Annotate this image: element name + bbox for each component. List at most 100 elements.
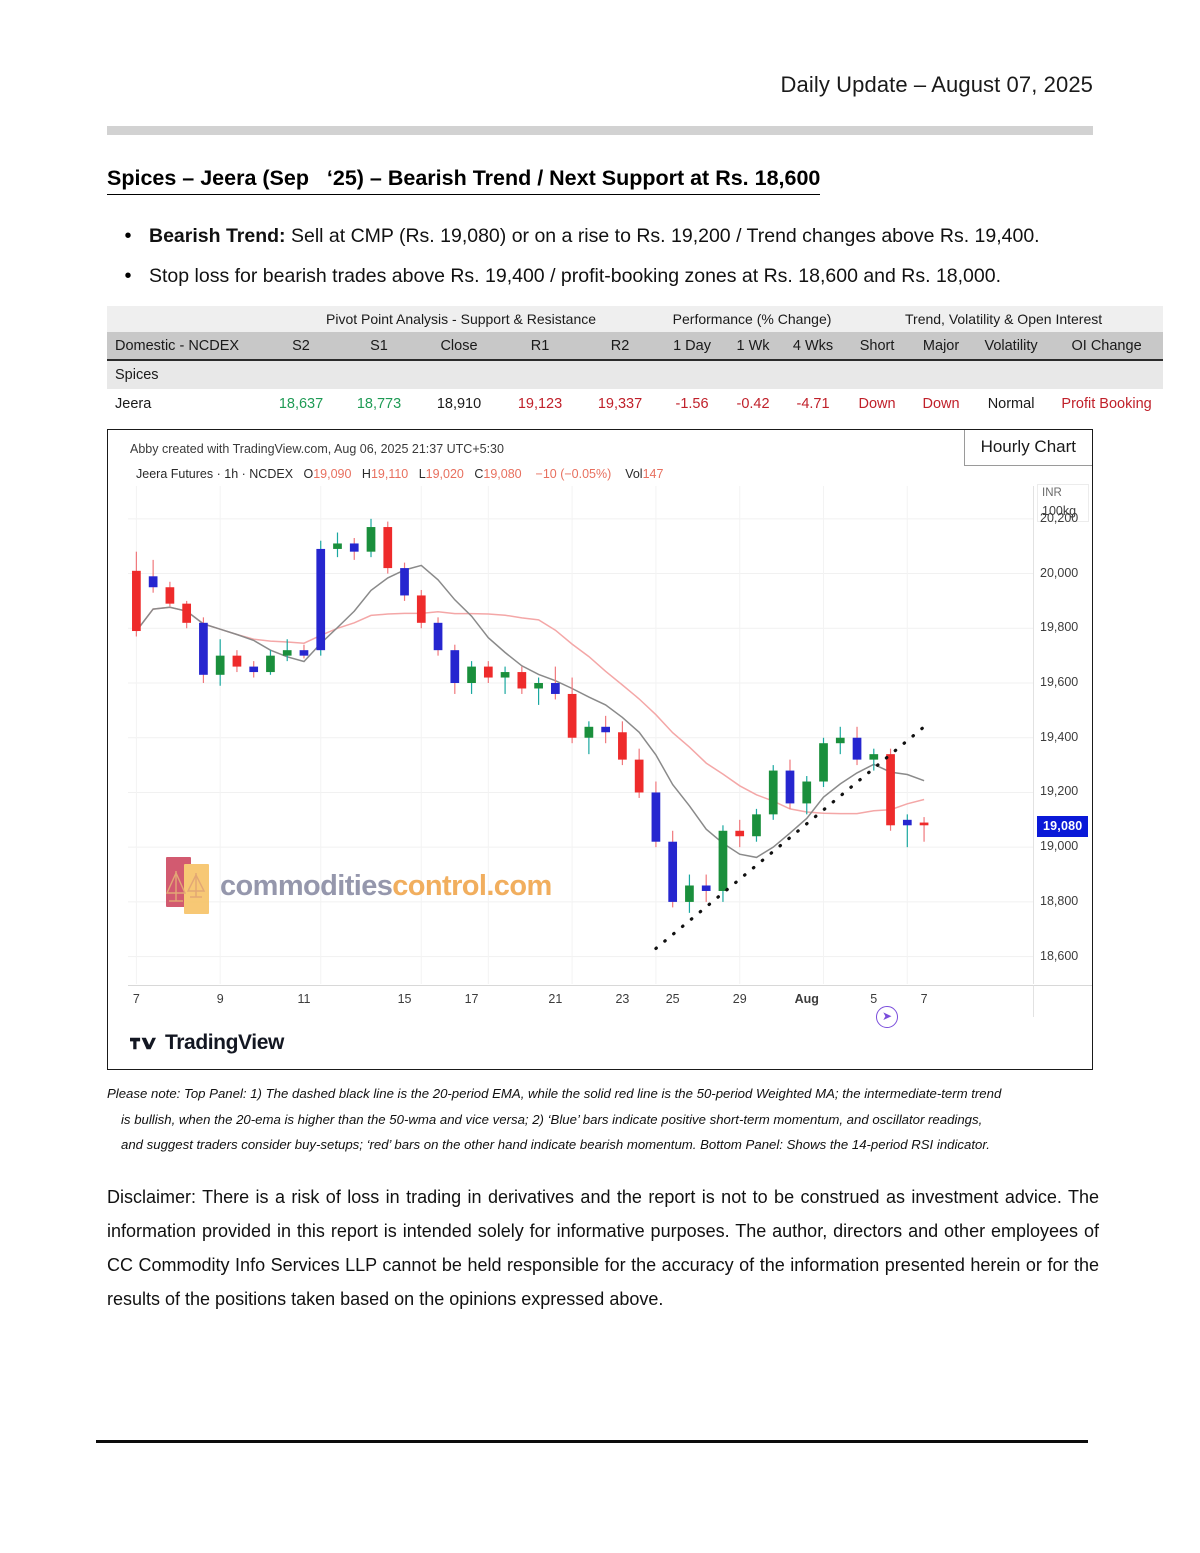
cell-change-4wks: -4.71 [782,389,845,419]
table-group-header-row: Pivot Point Analysis - Support & Resista… [107,306,1164,332]
chart-plot-area[interactable]: commoditiescontrol.com ➤ [128,486,1033,1028]
cell-commodity-name: Jeera [107,389,262,419]
cell-s2: 18,637 [262,389,340,419]
cell-r2: 19,337 [580,389,661,419]
chart-note: Please note: Top Panel: 1) The dashed bl… [107,1081,1097,1158]
price-axis-label: 19,200 [1040,784,1079,799]
legend-symbol[interactable]: Jeera Futures [136,467,214,481]
tradingview-logo-icon [130,1037,156,1049]
bullet-text: Stop loss for bearish trades above Rs. 1… [149,262,1001,290]
col-header-s1: S1 [340,332,418,361]
cell-volatility: Normal [972,389,1051,419]
bullet-lead: Bearish Trend: [149,225,286,247]
col-header-r1: R1 [500,332,580,361]
table-section-row: Spices [107,360,1164,389]
bullet-rest: Sell at CMP (Rs. 19,080) or on a rise to… [285,225,1040,247]
note-line-2: is bullish, when the 20-ema is higher th… [121,1111,983,1127]
price-unit-box [1037,484,1089,522]
table-row: Jeera 18,637 18,773 18,910 19,123 19,337… [107,389,1164,419]
time-axis-label: 23 [615,992,630,1006]
note-line-1: Please note: Top Panel: 1) The dashed bl… [107,1086,1002,1101]
cell-r1: 19,123 [500,389,580,419]
col-header-major: Major [910,332,973,361]
time-axis-label: 25 [665,992,680,1006]
col-header-4wks: 4 Wks [782,332,845,361]
price-unit-currency: INR [1042,487,1062,499]
price-axis-label: 20,000 [1040,565,1079,580]
col-header-1day: 1 Day [660,332,725,361]
note-line-3: and suggest traders consider buy-setups;… [121,1137,990,1152]
cell-oi-change: Profit Booking [1050,389,1164,419]
col-header-volatility: Volatility [972,332,1051,361]
time-axis-label: 7 [920,992,928,1006]
cell-trend-short: Down [844,389,911,419]
bullet-dot-icon: • [124,225,132,247]
cell-s1: 18,773 [340,389,418,419]
pivot-analysis-table: Pivot Point Analysis - Support & Resista… [107,306,1164,419]
list-item: • Stop loss for bearish trades above Rs.… [107,262,1097,290]
cell-trend-major: Down [910,389,973,419]
replay-icon[interactable]: ➤ [876,1006,898,1028]
price-axis-label: 20,200 [1040,510,1079,525]
time-axis-label: Aug [794,992,819,1006]
legend-volume-label: Vol [625,467,643,481]
price-axis-label: 18,800 [1040,893,1079,908]
tradingview-brand: TradingView [130,1031,284,1055]
current-price-badge: 19,080 [1037,816,1089,838]
candlestick-svg [128,486,1033,984]
time-axis-label: 15 [397,992,412,1006]
time-axis-label: 7 [132,992,140,1006]
legend-open-value: 19,090 [313,467,352,481]
group-header-blank [107,306,262,332]
legend-change: −10 (−0.05%) [535,467,612,481]
legend-open-label: O [303,467,314,481]
col-header-oi-change: OI Change [1050,332,1164,361]
legend-interval[interactable]: 1h [224,467,239,481]
price-axis[interactable]: INR 100kg 20,200 20,000 19,800 19,600 19,400… [1033,484,1092,984]
bullet-dot-icon: • [124,265,132,287]
legend-high-value: 19,110 [370,467,409,481]
price-axis-label: 19,800 [1040,620,1079,635]
list-item: • Bearish Trend: Sell at CMP (Rs. 19,080… [107,222,1097,250]
time-axis-label: 21 [548,992,563,1006]
cell-change-1wk: -0.42 [724,389,783,419]
bullet-rest: Stop loss for bearish trades above Rs. 1… [149,265,1002,287]
hourly-chart-tag: Hourly Chart [963,430,1092,466]
col-header-s2: S2 [262,332,340,361]
time-axis-label: 11 [297,992,311,1006]
legend-volume-value: 147 [642,467,664,481]
price-axis-label: 19,600 [1040,675,1079,689]
disclaimer-text: Disclaimer: There is a risk of loss in t… [107,1187,1099,1309]
legend-close-value: 19,080 [483,467,522,481]
group-header-trend: Trend, Volatility & Open Interest [844,306,1164,332]
section-label-spices: Spices [107,360,1164,389]
highlights-list: • Bearish Trend: Sell at CMP (Rs. 19,080… [107,222,1097,302]
bullet-text: Bearish Trend: Sell at CMP (Rs. 19,080) … [149,222,1040,250]
chart-legend: Jeera Futures · 1h · NCDEX O19,090 H19,1… [136,467,664,481]
group-header-performance: Performance (% Change) [660,306,845,332]
col-header-close: Close [418,332,500,361]
price-axis-label: 19,400 [1040,729,1079,744]
col-header-r2: R2 [580,332,661,361]
chart-credit-text: Abby created with TradingView.com, Aug 0… [130,442,504,456]
legend-low-value: 19,020 [425,467,464,481]
cell-change-1day: -1.56 [660,389,725,419]
footer-rule [96,1440,1088,1443]
time-axis[interactable]: 7 9 11 15 17 21 23 25 29 Aug 5 7 [128,985,1033,1017]
page-title: Spices – Jeera (Sep ‘25) – Bearish Trend… [107,166,821,195]
price-axis-label: 18,600 [1040,948,1079,963]
header-separator-band [107,126,1093,135]
cell-close: 18,910 [418,389,500,419]
tradingview-brand-text: TradingView [165,1031,284,1054]
legend-exchange: NCDEX [249,467,294,481]
price-chart-panel[interactable]: Abby created with TradingView.com, Aug 0… [107,429,1093,1070]
table-header-row: Domestic - NCDEX S2 S1 Close R1 R2 1 Day… [107,332,1164,361]
time-axis-label: 5 [870,992,878,1006]
legend-low-label: L [418,467,426,481]
col-header-short: Short [844,332,911,361]
legend-close-label: C [474,467,484,481]
time-axis-right-pad [1033,985,1092,1017]
col-header-1wk: 1 Wk [724,332,783,361]
col-header-market: Domestic - NCDEX [107,332,262,361]
